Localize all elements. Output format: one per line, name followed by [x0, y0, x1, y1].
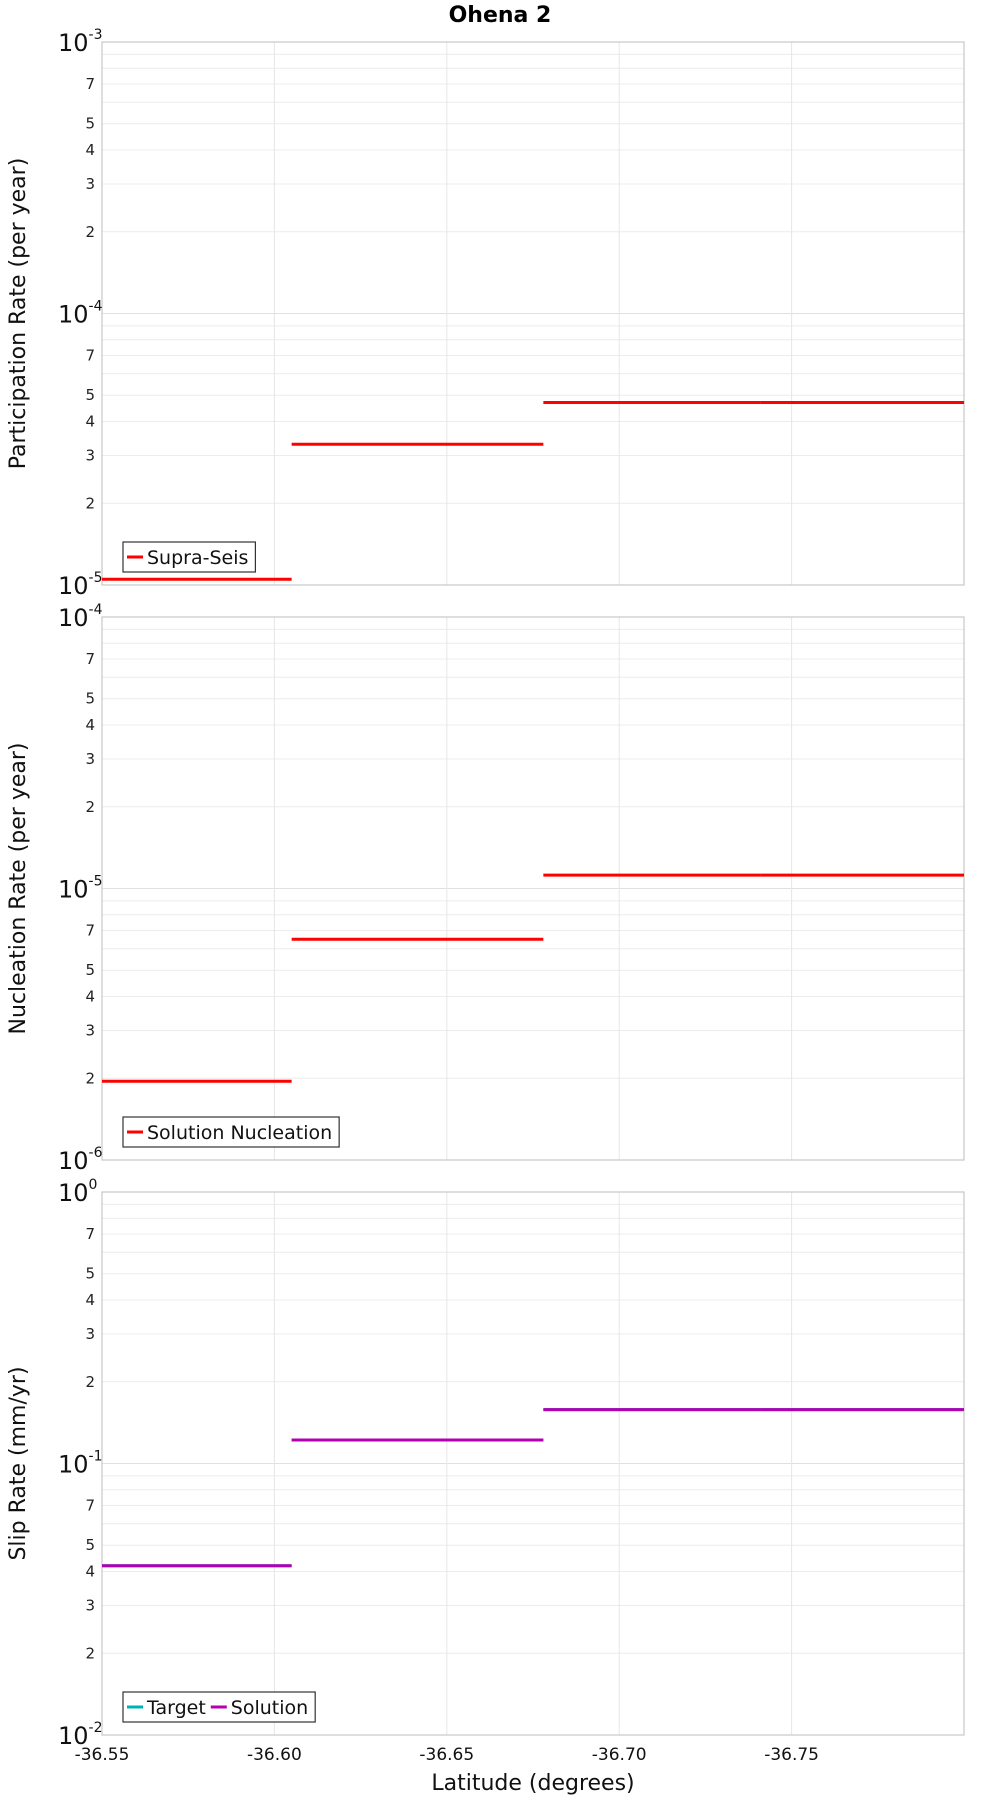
y-tick-decade-base: 10	[58, 1451, 89, 1479]
y-tick-minor: 5	[85, 1265, 95, 1283]
y-tick-decade: 10-4	[58, 602, 103, 632]
y-tick-minor: 2	[85, 494, 95, 512]
y-tick-decade-exponent: -2	[89, 1720, 103, 1736]
y-tick-minor: 5	[85, 386, 95, 404]
legend-box	[122, 541, 257, 573]
y-tick-minor: 3	[85, 1596, 95, 1614]
legend: Supra-Seis	[122, 541, 257, 573]
x-axis: -36.55 -36.60 -36.65 -36.70 -36.75	[75, 1745, 819, 1765]
y-tick-minor: 5	[85, 690, 95, 708]
series-supra-seis	[102, 401, 964, 581]
y-tick-minor: 2	[85, 1069, 95, 1087]
y-axis-label: Participation Rate (per year)	[6, 158, 31, 470]
y-axis-label: Nucleation Rate (per year)	[6, 743, 31, 1035]
x-tick-label: -36.55	[75, 1745, 130, 1765]
y-tick-decade-exponent: -6	[89, 1145, 103, 1161]
y-tick-decade: 10-5	[58, 874, 103, 904]
y-tick-minor: 5	[85, 115, 95, 133]
y-tick-minor: 4	[85, 988, 95, 1006]
y-tick-minor: 7	[85, 922, 95, 940]
x-tick-label: -36.70	[592, 1745, 647, 1765]
plot-frame	[101, 616, 965, 1161]
y-tick-decade-exponent: -4	[89, 602, 103, 618]
plot-frame	[101, 41, 965, 586]
y-tick-minor: 4	[85, 716, 95, 734]
x-tick-label: -36.60	[247, 1745, 302, 1765]
y-tick-decade-exponent: -1	[89, 1449, 103, 1465]
y-tick-decade-base: 10	[58, 572, 89, 600]
y-tick-minor: 4	[85, 141, 95, 159]
y-tick-minor: 7	[85, 347, 95, 365]
y-tick-minor: 2	[85, 223, 95, 241]
y-tick-decade-base: 10	[58, 1722, 89, 1750]
y-tick-minor: 3	[85, 1325, 95, 1343]
y-tick-minor: 3	[85, 750, 95, 768]
y-tick-minor: 3	[85, 446, 95, 464]
legend-label: Solution	[231, 1697, 308, 1719]
legend-label: Solution Nucleation	[147, 1122, 332, 1144]
legend-label: Supra-Seis	[147, 547, 248, 569]
y-tick-minor: 2	[85, 1373, 95, 1391]
y-tick-decade: 100	[58, 1177, 97, 1207]
y-tick-decade: 10-6	[58, 1145, 103, 1175]
x-tick-label: -36.75	[764, 1745, 819, 1765]
y-tick-minor: 5	[85, 1536, 95, 1554]
y-tick-minor: 4	[85, 413, 95, 431]
y-tick-decade: 10-3	[58, 27, 103, 57]
gridlines	[101, 617, 964, 1161]
y-tick-minor: 4	[85, 1291, 95, 1309]
legend-box	[122, 1116, 340, 1148]
y-tick-decade-exponent: -5	[89, 570, 103, 586]
y-tick-decade-base: 10	[58, 876, 89, 904]
y-tick-decade: 10-1	[58, 1449, 103, 1479]
series-solution-nucleation	[102, 873, 964, 1083]
chart-title: Ohena 2	[449, 3, 552, 28]
legend: Solution Nucleation	[122, 1116, 340, 1148]
y-tick-minor: 7	[85, 75, 95, 93]
y-tick-minor: 5	[85, 961, 95, 979]
series-solution	[102, 1408, 964, 1568]
y-tick-minor: 3	[85, 175, 95, 193]
gridlines	[101, 1192, 964, 1736]
y-tick-decade-exponent: 0	[89, 1177, 98, 1193]
y-tick-decade-base: 10	[58, 1179, 89, 1207]
y-tick-decade-exponent: -3	[89, 27, 103, 43]
gridlines	[101, 42, 964, 586]
y-tick-decade: 10-2	[58, 1720, 103, 1750]
y-tick-decade-base: 10	[58, 604, 89, 632]
y-tick-decade: 10-4	[58, 299, 103, 329]
y-tick-decade-base: 10	[58, 1147, 89, 1175]
y-axis-label: Slip Rate (mm/yr)	[6, 1366, 31, 1560]
y-tick-decade: 10-5	[58, 570, 103, 600]
y-tick-minor: 7	[85, 1225, 95, 1243]
y-tick-decade-exponent: -5	[89, 874, 103, 890]
legend: Target Solution	[122, 1691, 316, 1723]
legend-label: Target	[146, 1697, 206, 1719]
y-tick-minor: 4	[85, 1563, 95, 1581]
y-tick-minor: 3	[85, 1021, 95, 1039]
y-tick-minor: 2	[85, 1644, 95, 1662]
y-tick-minor: 7	[85, 1497, 95, 1515]
y-tick-decade-base: 10	[58, 301, 89, 329]
y-tick-minor: 2	[85, 798, 95, 816]
x-axis-label: Latitude (degrees)	[431, 1771, 634, 1796]
x-tick-label: -36.65	[419, 1745, 474, 1765]
y-tick-decade-exponent: -4	[89, 299, 103, 315]
plot-frame	[101, 1191, 965, 1736]
y-tick-minor: 7	[85, 650, 95, 668]
y-tick-decade-base: 10	[58, 29, 89, 57]
